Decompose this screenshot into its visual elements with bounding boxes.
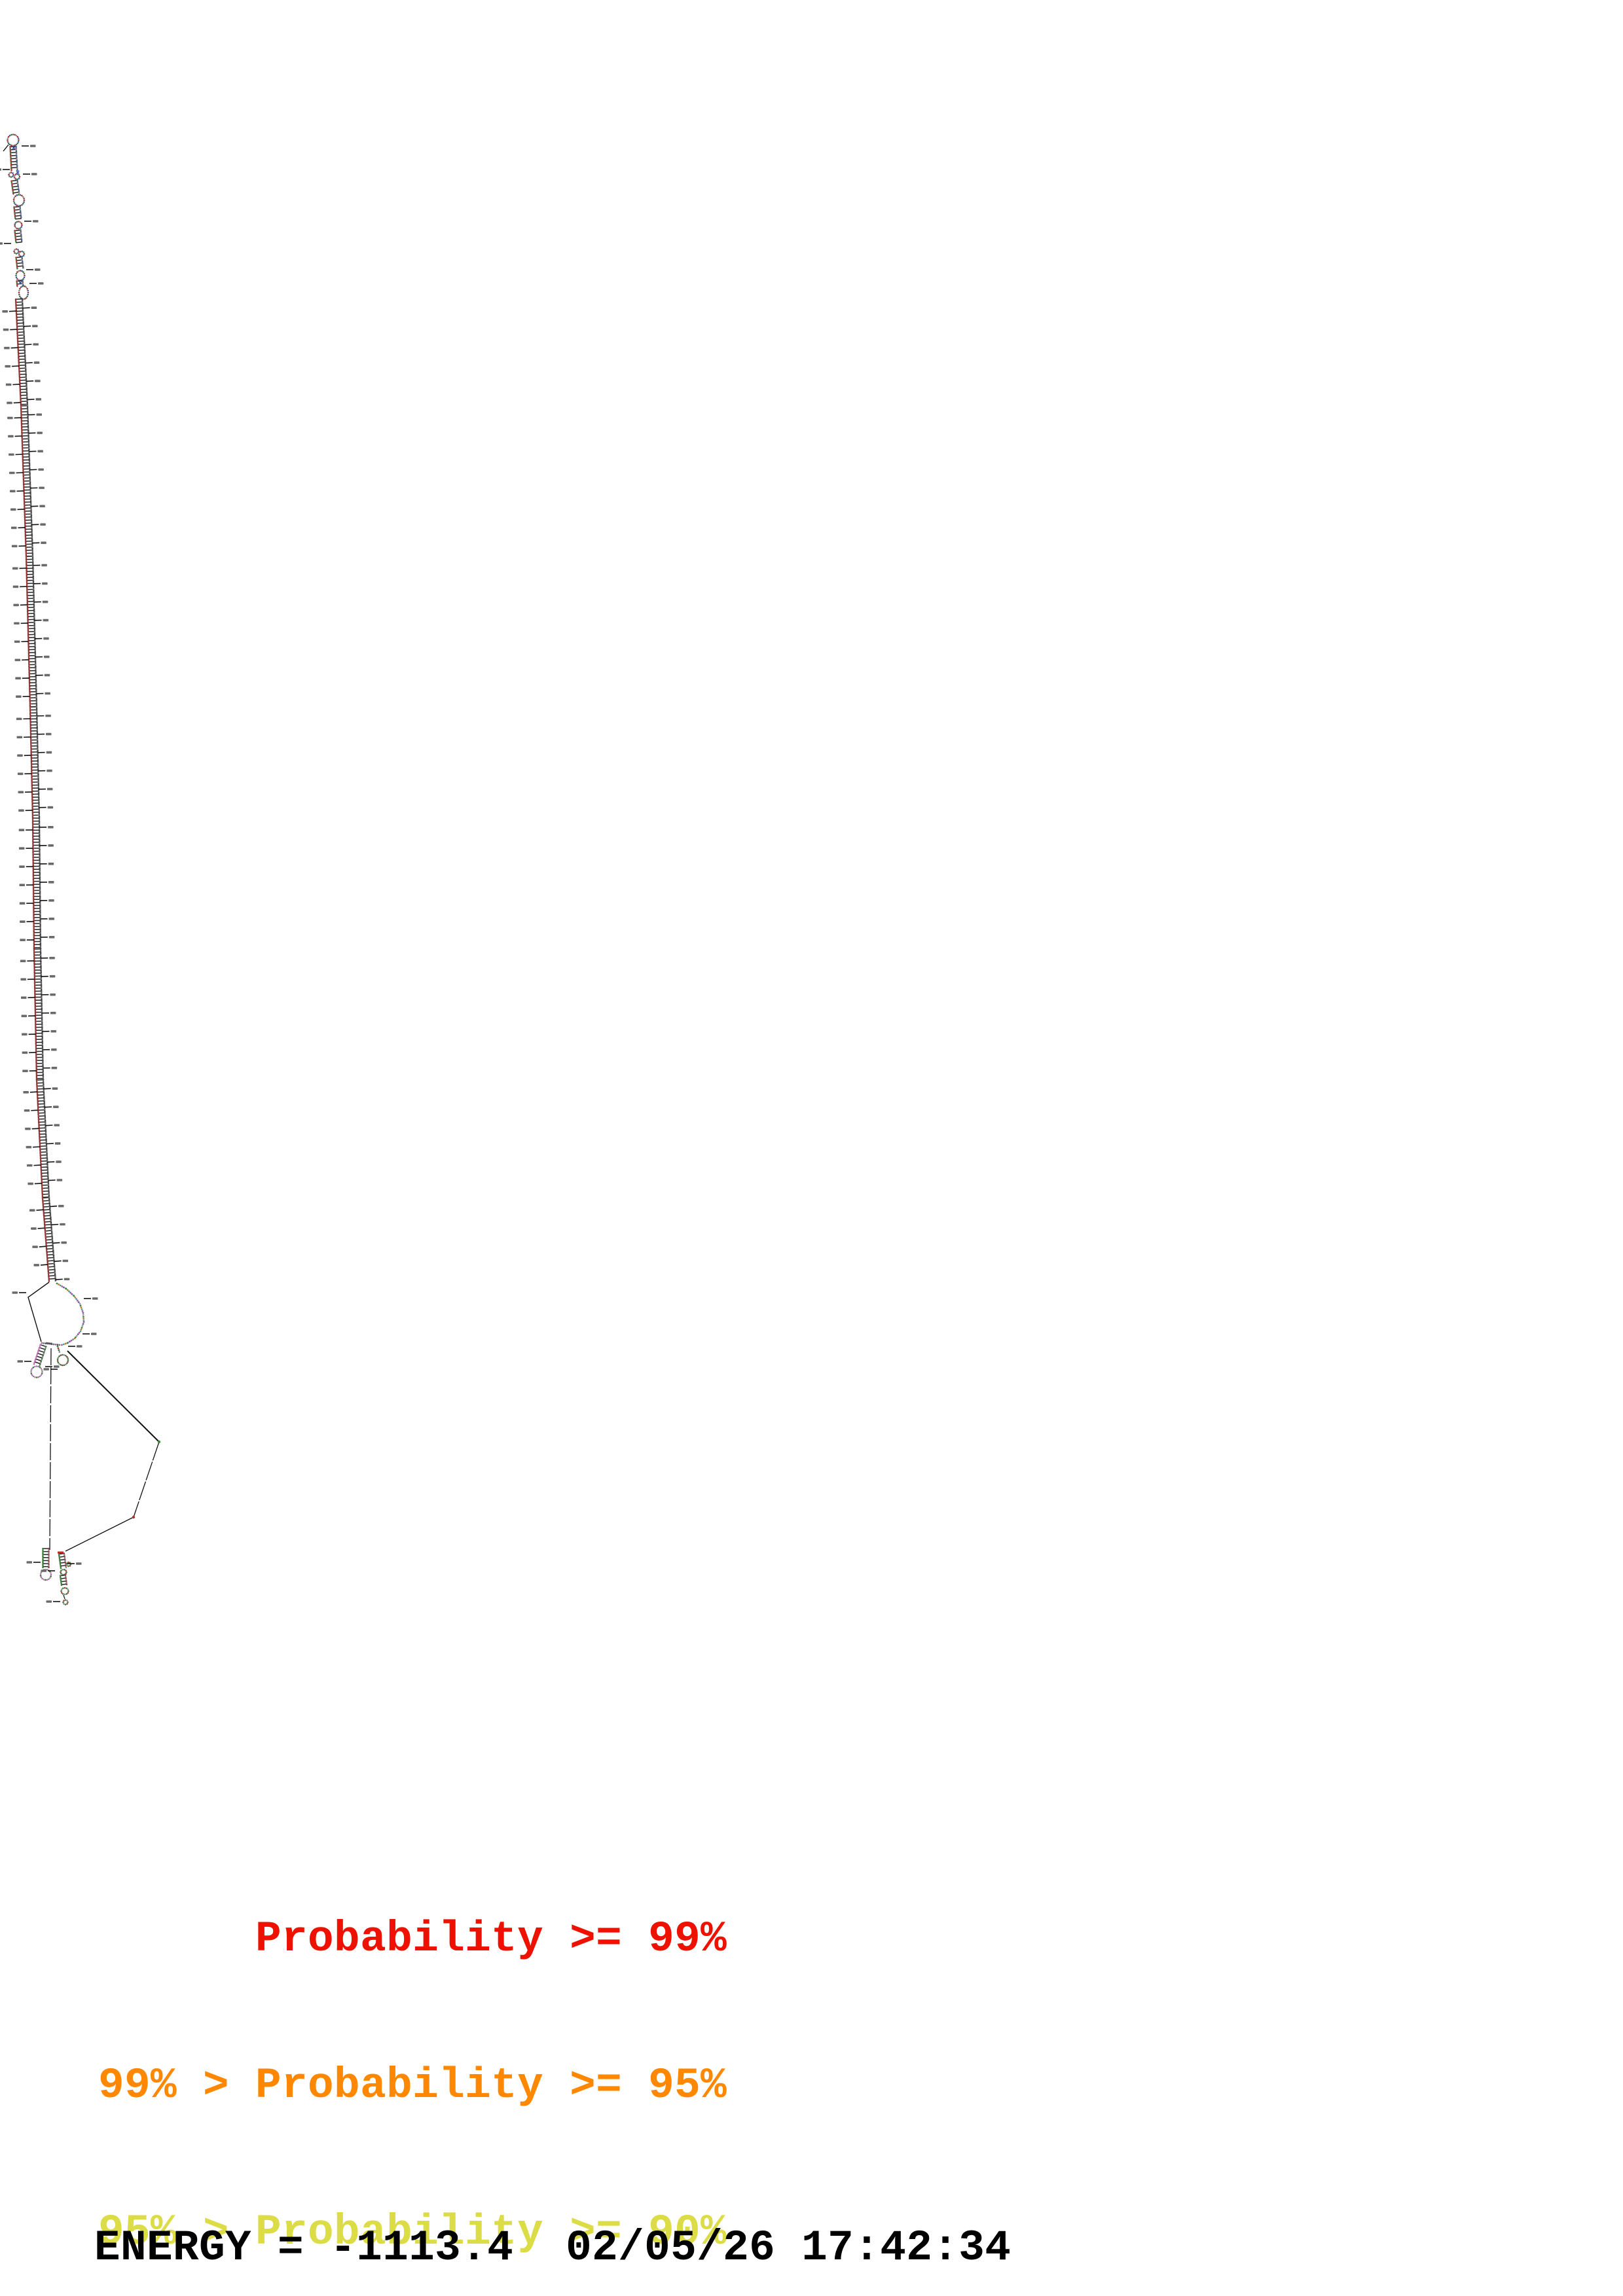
legend-row-95-99: 99% > Probability >= 95% <box>98 2060 727 2110</box>
energy-annotation: ENERGY = -1113.4 02/05/26 17:42:34 <box>94 2223 1012 2272</box>
legend-row-99: Probability >= 99% <box>98 1914 727 1964</box>
legend-row-90-95: 95% > Probability >= 90% <box>98 2208 727 2257</box>
probability-legend: Probability >= 99% 99% > Probability >= … <box>98 1817 727 2296</box>
